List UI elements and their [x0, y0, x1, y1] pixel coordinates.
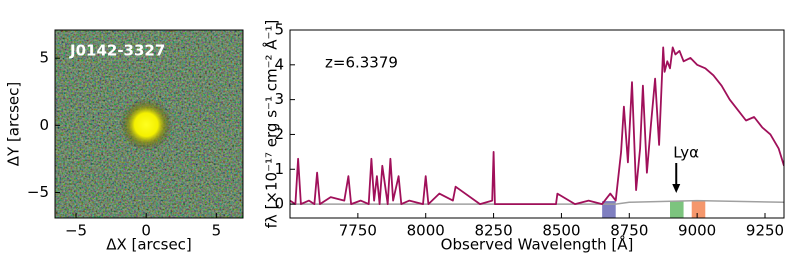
- arrow-head: [672, 184, 681, 193]
- filter-band: [691, 201, 706, 218]
- spectrum-panel: 7750 8000 8250 8500 8750 9000 9250 0 1 2 3 4 5 Observ…: [262, 20, 785, 254]
- y-tick-label: −5: [27, 183, 49, 201]
- x-tick-label: 5: [212, 222, 222, 240]
- x-tick-label: 8250: [474, 222, 512, 240]
- x-tick-label: 9250: [746, 222, 784, 240]
- object-label: J0142-3327: [69, 42, 165, 60]
- y-tick-label: 5: [39, 49, 49, 67]
- x-tick-label: 8000: [407, 222, 445, 240]
- x-tick-label: 9000: [678, 222, 716, 240]
- filter-band: [670, 201, 684, 218]
- spectrum-line: [290, 46, 784, 205]
- y-axis-label: ΔY [arcsec]: [5, 82, 23, 166]
- y-tick-label: 4: [274, 55, 284, 73]
- y-tick-label: 0: [274, 195, 284, 213]
- x-tick-label: 8500: [542, 222, 580, 240]
- filter-band: [602, 201, 616, 218]
- x-tick-label: 8750: [610, 222, 648, 240]
- line-label: Lyα: [673, 144, 699, 162]
- plot-area: [290, 46, 784, 218]
- spectrum-line: [290, 199, 784, 205]
- x-tick-label: 0: [141, 222, 151, 240]
- image: [55, 30, 243, 218]
- x-axis-label: Observed Wavelength [Å]: [441, 235, 634, 254]
- y-tick-label: 3: [274, 90, 284, 108]
- y-tick-label: 1: [274, 160, 284, 178]
- y-axis-label: fλ [×10⁻¹⁷ erg s⁻¹ cm⁻² Å⁻¹]: [262, 20, 281, 229]
- redshift-annotation: z=6.3379: [325, 54, 398, 72]
- y-tick-label: 2: [274, 125, 284, 143]
- x-axis-label: ΔX [arcsec]: [106, 236, 192, 254]
- x-tick-label: −5: [65, 222, 87, 240]
- image-panel: J0142-3327 −5 0 5 −5 0 5 ΔX [arcsec] ΔY [arcsec]: [5, 29, 244, 254]
- x-tick-label: 7750: [339, 222, 377, 240]
- frame: [289, 29, 785, 219]
- source: [120, 98, 173, 151]
- y-tick-label: 5: [274, 21, 284, 39]
- frame: [54, 29, 244, 219]
- y-tick-label: 0: [39, 116, 49, 134]
